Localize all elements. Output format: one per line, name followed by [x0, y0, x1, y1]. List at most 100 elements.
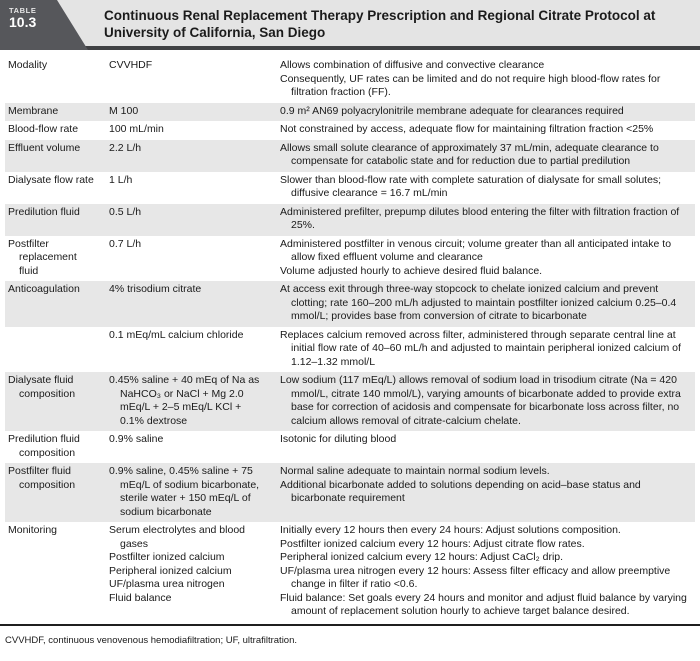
table-row: Blood-flow rate 100 mL/min Not constrained…: [5, 121, 695, 140]
rationale-line: Allows small solute clearance of approxi…: [280, 141, 659, 168]
value-cell: 1 L/h: [102, 172, 280, 204]
parameter-label: Monitoring: [8, 524, 58, 536]
parameter-label: Blood-flow rate: [8, 123, 79, 135]
table-badge-number: 10.3: [9, 14, 37, 30]
parameter-label: Modality: [8, 59, 48, 71]
value-line: Fluid balance: [109, 591, 172, 604]
table-title: Continuous Renal Replacement Therapy Pre…: [104, 8, 656, 40]
parameter-label: Predilution fluid composition: [8, 433, 80, 459]
rationale-cell: Allows small solute clearance of approxi…: [280, 140, 695, 172]
rationale-cell: Administered prefilter, prepump dilutes …: [280, 204, 695, 236]
value-line: 0.5 L/h: [109, 205, 142, 218]
table-row: Anticoagulation 4% trisodium citrate At ac…: [5, 281, 695, 327]
rationale-line: Postfilter ionized calcium every 12 hour…: [280, 537, 585, 550]
value-cell: M 100: [102, 103, 280, 122]
table-row: Effluent volume 2.2 L/h Allows small solut…: [5, 139, 695, 172]
table-title-band: Continuous Renal Replacement Therapy Pre…: [0, 0, 700, 46]
rationale-line: Allows combination of diffusive and conv…: [280, 59, 545, 71]
value-cell: 0.9% saline: [102, 431, 280, 463]
header-rule: [0, 46, 700, 50]
rationale-line: UF/plasma urea nitrogen every 12 hours: …: [280, 564, 671, 591]
rationale-cell: 0.9 m² AN69 polyacrylonitrile membrane a…: [280, 103, 695, 122]
value-cell: 0.45% saline + 40 mEq of Na as NaHCO₃ or…: [102, 372, 280, 431]
parameter-cell: Predilution fluid: [5, 204, 102, 236]
rationale-line: Isotonic for diluting blood: [280, 433, 397, 445]
parameter-label: Postfilter replacement fluid: [8, 237, 77, 277]
parameter-cell: Postfilter replacement fluid: [5, 236, 102, 282]
parameter-cell: Anticoagulation: [5, 281, 102, 327]
table-row: Monitoring Serum electrolytes and blood g…: [5, 522, 695, 622]
value-line: 0.9% saline, 0.45% saline + 75 mEq/L of …: [109, 465, 260, 518]
parameter-label: Postfilter fluid composition: [8, 465, 76, 491]
parameter-cell: Dialysate fluid composition: [5, 372, 102, 431]
table-row: Membrane M 100 0.9 m² AN69 polyacrylonitri…: [5, 102, 695, 122]
table-row: Postfilter fluid composition 0.9% saline,…: [5, 463, 695, 522]
value-line: 4% trisodium citrate: [109, 283, 202, 295]
rationale-cell: Isotonic for diluting blood: [280, 431, 695, 463]
table-row: Dialysate fluid composition 0.45% saline …: [5, 372, 695, 431]
parameter-cell: [5, 327, 102, 373]
rationale-cell: Slower than blood-flow rate with complet…: [280, 172, 695, 204]
rationale-cell: Normal saline adequate to maintain norma…: [280, 463, 695, 522]
rationale-line: Administered postfilter in venous circui…: [280, 237, 672, 264]
value-cell: Serum electrolytes and blood gases Postfi…: [102, 522, 280, 622]
parameter-label: Membrane: [8, 104, 59, 117]
table-footnote: CVVHDF, continuous venovenous hemodiafil…: [5, 634, 298, 646]
table-footnote-section: CVVHDF, continuous venovenous hemodiafil…: [0, 623, 700, 648]
table-body: Modality CVVHDF Allows combination of diff…: [5, 57, 695, 622]
rationale-line: Volume adjusted hourly to achieve desire…: [280, 264, 543, 277]
value-line: 0.9% saline: [109, 433, 164, 445]
rationale-cell: At access exit through three-way stopcoc…: [280, 281, 695, 327]
value-line: 0.7 L/h: [109, 237, 142, 250]
rationale-line: Initially every 12 hours then every 24 h…: [280, 524, 621, 536]
rationale-line: 0.9 m² AN69 polyacrylonitrile membrane a…: [280, 104, 624, 117]
parameter-label: Effluent volume: [8, 141, 81, 154]
rationale-line: Fluid balance: Set goals every 24 hours …: [280, 591, 687, 618]
rationale-line: Slower than blood-flow rate with complet…: [280, 173, 662, 200]
parameter-label: Predilution fluid: [8, 205, 80, 218]
rationale-line: Additional bicarbonate added to solution…: [280, 478, 641, 505]
rationale-line: Consequently, UF rates can be limited an…: [280, 72, 661, 99]
value-line: CVVHDF: [109, 59, 153, 71]
rationale-line: Peripheral ionized calcium every 12 hour…: [280, 551, 564, 563]
value-line: Serum electrolytes and blood gases: [109, 524, 245, 550]
rationale-line: Not constrained by access, adequate flow…: [280, 123, 654, 135]
table-row: Predilution fluid 0.5 L/h Administered pre…: [5, 203, 695, 236]
rationale-cell: Administered postfilter in venous circui…: [280, 236, 695, 282]
value-cell: 100 mL/min: [102, 121, 280, 140]
rationale-line: Low sodium (117 mEq/L) allows removal of…: [280, 374, 681, 427]
table-badge-label: TABLE: [9, 6, 37, 15]
parameter-label: Dialysate fluid composition: [8, 374, 76, 400]
value-line: 2.2 L/h: [109, 141, 142, 154]
rationale-cell: Replaces calcium removed across filter, …: [280, 327, 695, 373]
value-line: 0.1 mEq/mL calcium chloride: [109, 328, 244, 341]
value-line: M 100: [109, 104, 139, 117]
table-row: Postfilter replacement fluid 0.7 L/h Admin…: [5, 236, 695, 282]
rationale-cell: Not constrained by access, adequate flow…: [280, 121, 695, 140]
rationale-line: At access exit through three-way stopcoc…: [280, 283, 677, 322]
parameter-cell: Monitoring: [5, 522, 102, 622]
parameter-cell: Blood-flow rate: [5, 121, 102, 140]
rationale-cell: Allows combination of diffusive and conv…: [280, 57, 695, 103]
rationale-line: Replaces calcium removed across filter, …: [280, 328, 681, 368]
value-line: 1 L/h: [109, 173, 133, 186]
value-cell: 0.5 L/h: [102, 204, 280, 236]
parameter-label: Dialysate flow rate: [8, 173, 94, 186]
value-cell: 0.7 L/h: [102, 236, 280, 282]
value-cell: CVVHDF: [102, 57, 280, 103]
table-row: Dialysate flow rate 1 L/h Slower than bloo…: [5, 172, 695, 204]
parameter-cell: Membrane: [5, 103, 102, 122]
value-line: 0.45% saline + 40 mEq of Na as NaHCO₃ or…: [109, 374, 260, 427]
value-cell: 2.2 L/h: [102, 140, 280, 172]
value-cell: 0.9% saline, 0.45% saline + 75 mEq/L of …: [102, 463, 280, 522]
parameter-cell: Effluent volume: [5, 140, 102, 172]
value-line: Peripheral ionized calcium: [109, 564, 232, 577]
value-line: Postfilter ionized calcium: [109, 551, 225, 563]
value-cell: 4% trisodium citrate: [102, 281, 280, 327]
value-line: UF/plasma urea nitrogen: [109, 578, 225, 590]
parameter-cell: Modality: [5, 57, 102, 103]
rationale-cell: Initially every 12 hours then every 24 h…: [280, 522, 695, 622]
rationale-line: Normal saline adequate to maintain norma…: [280, 465, 550, 477]
table-row: Predilution fluid composition 0.9% saline…: [5, 431, 695, 463]
